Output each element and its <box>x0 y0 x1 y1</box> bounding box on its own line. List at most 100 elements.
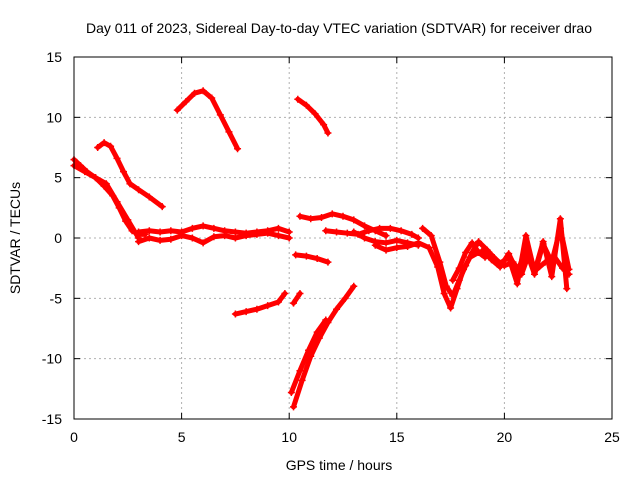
data-point <box>107 142 115 150</box>
data-point <box>462 262 470 270</box>
data-point <box>274 298 282 306</box>
data-point <box>350 216 358 224</box>
data-point <box>216 111 224 119</box>
data-point <box>296 212 304 220</box>
data-point <box>548 258 556 266</box>
series-trace <box>174 88 241 152</box>
y-tick-label: -15 <box>42 411 62 427</box>
data-point <box>274 224 282 232</box>
data-point <box>135 228 143 236</box>
axis-ticks: 0 5 10 15 20 25 -15 -10 -5 0 5 10 15 <box>42 49 620 445</box>
data-point <box>386 224 394 232</box>
x-tick-label: 25 <box>604 429 620 445</box>
series-trace <box>291 291 303 306</box>
series-trace <box>288 317 329 395</box>
series-arc-9 <box>294 95 332 137</box>
data-point <box>242 308 250 316</box>
data-point <box>285 228 293 236</box>
data-point <box>231 310 239 318</box>
data-point <box>468 248 476 256</box>
data-point <box>339 212 347 220</box>
data-point <box>188 234 196 242</box>
series-arc-3 <box>94 139 166 211</box>
data-point <box>361 222 369 230</box>
data-point <box>328 210 336 218</box>
y-tick-label: -10 <box>42 351 62 367</box>
x-axis-label: GPS time / hours <box>286 457 393 473</box>
data-point <box>210 233 218 241</box>
series-arc-7 <box>231 290 289 318</box>
x-tick-label: 20 <box>497 429 513 445</box>
y-tick-label: -5 <box>50 290 63 306</box>
data-point <box>449 292 457 300</box>
data-point <box>449 276 457 284</box>
data-point <box>487 256 495 264</box>
data-point <box>135 238 143 246</box>
y-tick-label: 5 <box>54 170 62 186</box>
data-point <box>313 328 321 336</box>
data-point <box>563 285 571 293</box>
data-point <box>479 246 487 254</box>
data-point <box>317 213 325 221</box>
data-point <box>393 244 401 252</box>
data-point <box>513 268 521 276</box>
data-point <box>371 241 379 249</box>
y-tick-label: 15 <box>46 49 62 65</box>
data-point <box>158 203 166 211</box>
data-point <box>455 264 463 272</box>
data-point <box>333 305 341 313</box>
data-point <box>393 236 401 244</box>
data-point <box>397 227 405 235</box>
y-tick-label: 10 <box>46 109 62 125</box>
data-point <box>199 239 207 247</box>
data-point <box>298 376 306 384</box>
data-point <box>167 235 175 243</box>
data-point <box>447 304 455 312</box>
data-point <box>156 228 164 236</box>
data-point <box>281 290 289 298</box>
data-point <box>225 128 233 136</box>
data-point <box>296 290 304 298</box>
data-point <box>100 139 108 147</box>
data-point <box>119 168 127 176</box>
data-point <box>324 258 332 266</box>
data-point <box>322 316 330 324</box>
data-point <box>440 290 448 298</box>
data-point <box>462 248 470 256</box>
data-point <box>182 98 190 106</box>
data-point <box>365 227 373 235</box>
data-point <box>320 121 328 129</box>
data-point <box>361 234 369 242</box>
y-axis-label: SDTVAR / TECUs <box>7 182 23 294</box>
series-arc-10 <box>290 282 358 411</box>
data-point <box>264 229 272 237</box>
data-point <box>455 276 463 284</box>
data-point <box>102 180 110 188</box>
chart-title: Day 011 of 2023, Sidereal Day-to-day VTE… <box>86 20 592 36</box>
data-point <box>419 224 427 232</box>
series-arc-11 <box>287 316 330 396</box>
data-point <box>208 94 216 102</box>
data-point <box>333 228 341 236</box>
data-point <box>522 246 530 254</box>
data-point <box>376 224 384 232</box>
series-trace <box>323 225 421 241</box>
data-point <box>113 154 121 162</box>
x-tick-label: 10 <box>281 429 297 445</box>
data-point <box>322 227 330 235</box>
data-point <box>296 367 304 375</box>
y-tick-label: 0 <box>54 230 62 246</box>
data-point <box>231 228 239 236</box>
data-point <box>324 129 332 137</box>
data-point <box>264 302 272 310</box>
series-arc-12 <box>292 251 332 266</box>
series-trace <box>291 283 357 410</box>
data-point <box>311 110 319 118</box>
data-point <box>81 168 89 176</box>
data-point <box>427 232 435 240</box>
data-point <box>350 282 358 290</box>
data-point <box>113 198 121 206</box>
plot-frame <box>73 56 613 420</box>
data-point <box>274 232 282 240</box>
